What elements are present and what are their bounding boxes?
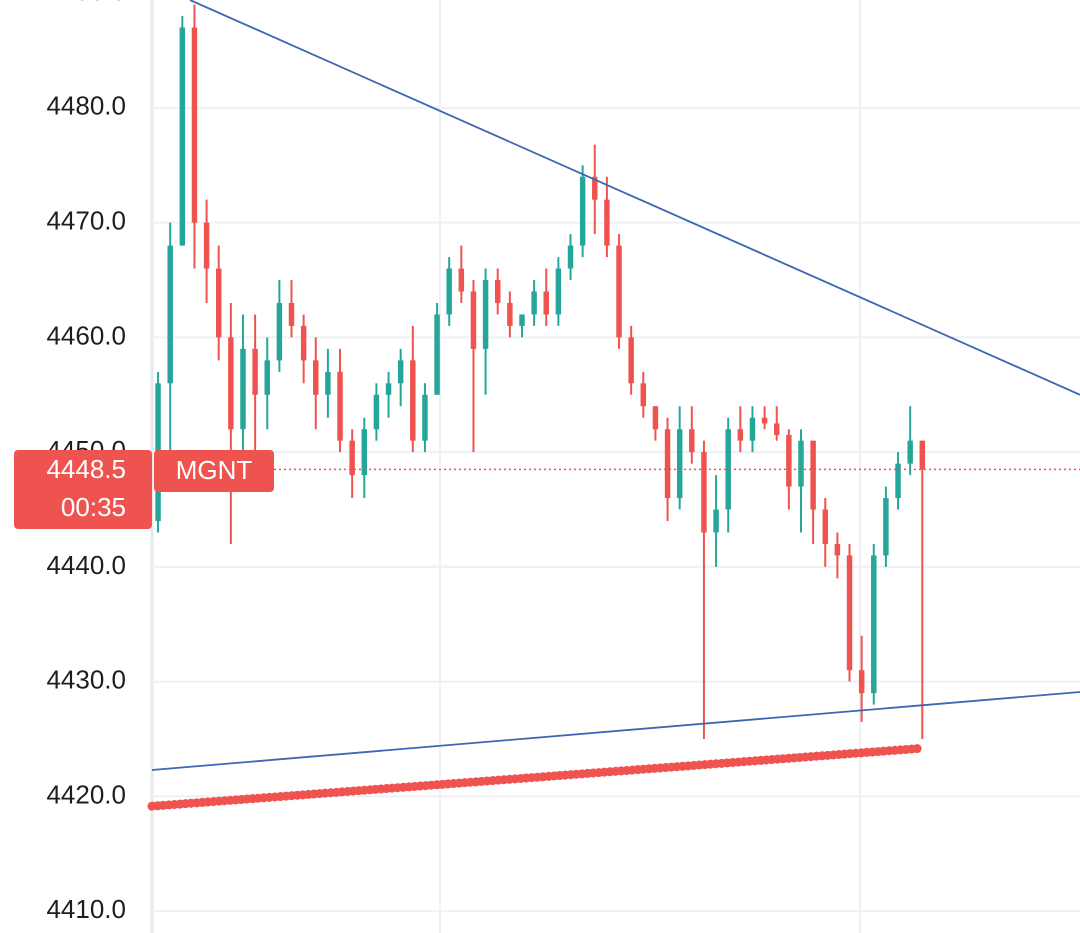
candle-body <box>895 463 901 499</box>
candle-body <box>325 371 331 395</box>
candle-body <box>883 498 889 556</box>
y-tick-label: 4480.0 <box>46 91 126 121</box>
candle-body <box>361 429 368 476</box>
candle-body <box>786 434 792 487</box>
candle-body <box>701 452 707 533</box>
candle-body <box>761 417 768 424</box>
candle-body <box>410 360 416 441</box>
candle-body <box>313 360 319 395</box>
candle-body <box>822 509 828 544</box>
candle-body <box>749 417 756 441</box>
candle-body <box>531 291 537 315</box>
candle-body <box>689 429 695 453</box>
candle-body <box>470 291 477 349</box>
candle-body <box>871 555 877 694</box>
y-tick-label: 4410.0 <box>46 894 126 924</box>
candle-body <box>652 406 659 430</box>
candle-body <box>604 199 610 246</box>
candle-body <box>846 555 853 671</box>
candle-body <box>676 429 683 499</box>
candle-body <box>713 509 719 533</box>
candle-body <box>725 429 731 510</box>
candle-body <box>228 337 234 430</box>
candle-body <box>434 314 440 395</box>
trend-line <box>147 743 927 811</box>
candle-body <box>567 245 574 269</box>
y-tick-label: 4490.0 <box>46 0 126 6</box>
plot <box>147 0 1080 811</box>
candle-body <box>579 176 586 246</box>
candle-body <box>373 394 380 430</box>
candle-body <box>737 429 744 441</box>
candle-body <box>397 360 404 384</box>
candle-body <box>349 440 355 476</box>
candle-body <box>640 383 647 407</box>
candle-body <box>494 280 501 303</box>
candle-body <box>276 302 283 361</box>
symbol-badge <box>154 450 274 492</box>
candle-body <box>482 280 489 349</box>
trend-line <box>151 691 1080 771</box>
countdown: 00:35 <box>61 492 126 522</box>
last-price: 4448.5 <box>46 454 126 484</box>
candle-body <box>446 268 452 315</box>
candle-body <box>919 440 926 470</box>
candle-body <box>288 302 295 326</box>
candle-body <box>264 360 270 395</box>
candle-body <box>179 27 186 246</box>
price-badge <box>14 450 152 529</box>
symbol: MGNT <box>176 455 253 485</box>
y-tick-label: 4460.0 <box>46 320 126 350</box>
candle-body <box>628 337 634 384</box>
candle-body <box>834 543 841 556</box>
candle-body <box>798 440 804 487</box>
candle-body <box>337 371 343 441</box>
candle-body <box>240 348 246 430</box>
candle-body <box>252 348 258 395</box>
candle-body <box>810 440 816 510</box>
candle-body <box>191 27 198 223</box>
candle-body <box>167 245 173 384</box>
candle-body <box>907 440 913 464</box>
candle-body <box>300 325 307 361</box>
y-tick-label: 4430.0 <box>46 665 126 695</box>
candle-body <box>422 394 428 441</box>
candle-body <box>543 291 549 315</box>
y-tick-label: 4420.0 <box>46 779 126 809</box>
candle-body <box>215 268 222 338</box>
grid <box>150 0 1080 933</box>
candle-body <box>555 268 562 315</box>
candle-body <box>616 245 622 338</box>
candle-body <box>458 268 465 292</box>
candle-body <box>519 314 525 326</box>
candle-body <box>385 383 392 395</box>
y-tick-label: 4470.0 <box>46 206 126 236</box>
candle-body <box>774 423 780 435</box>
price-badges: 4448.5 00:35 MGNT <box>14 450 274 529</box>
candle-body <box>507 302 513 326</box>
y-tick-label: 4440.0 <box>46 550 126 580</box>
candle-body <box>664 429 671 499</box>
candle-body <box>203 222 210 269</box>
trend-line <box>189 0 1080 396</box>
candle-body <box>858 670 865 694</box>
candle-body <box>592 176 598 200</box>
